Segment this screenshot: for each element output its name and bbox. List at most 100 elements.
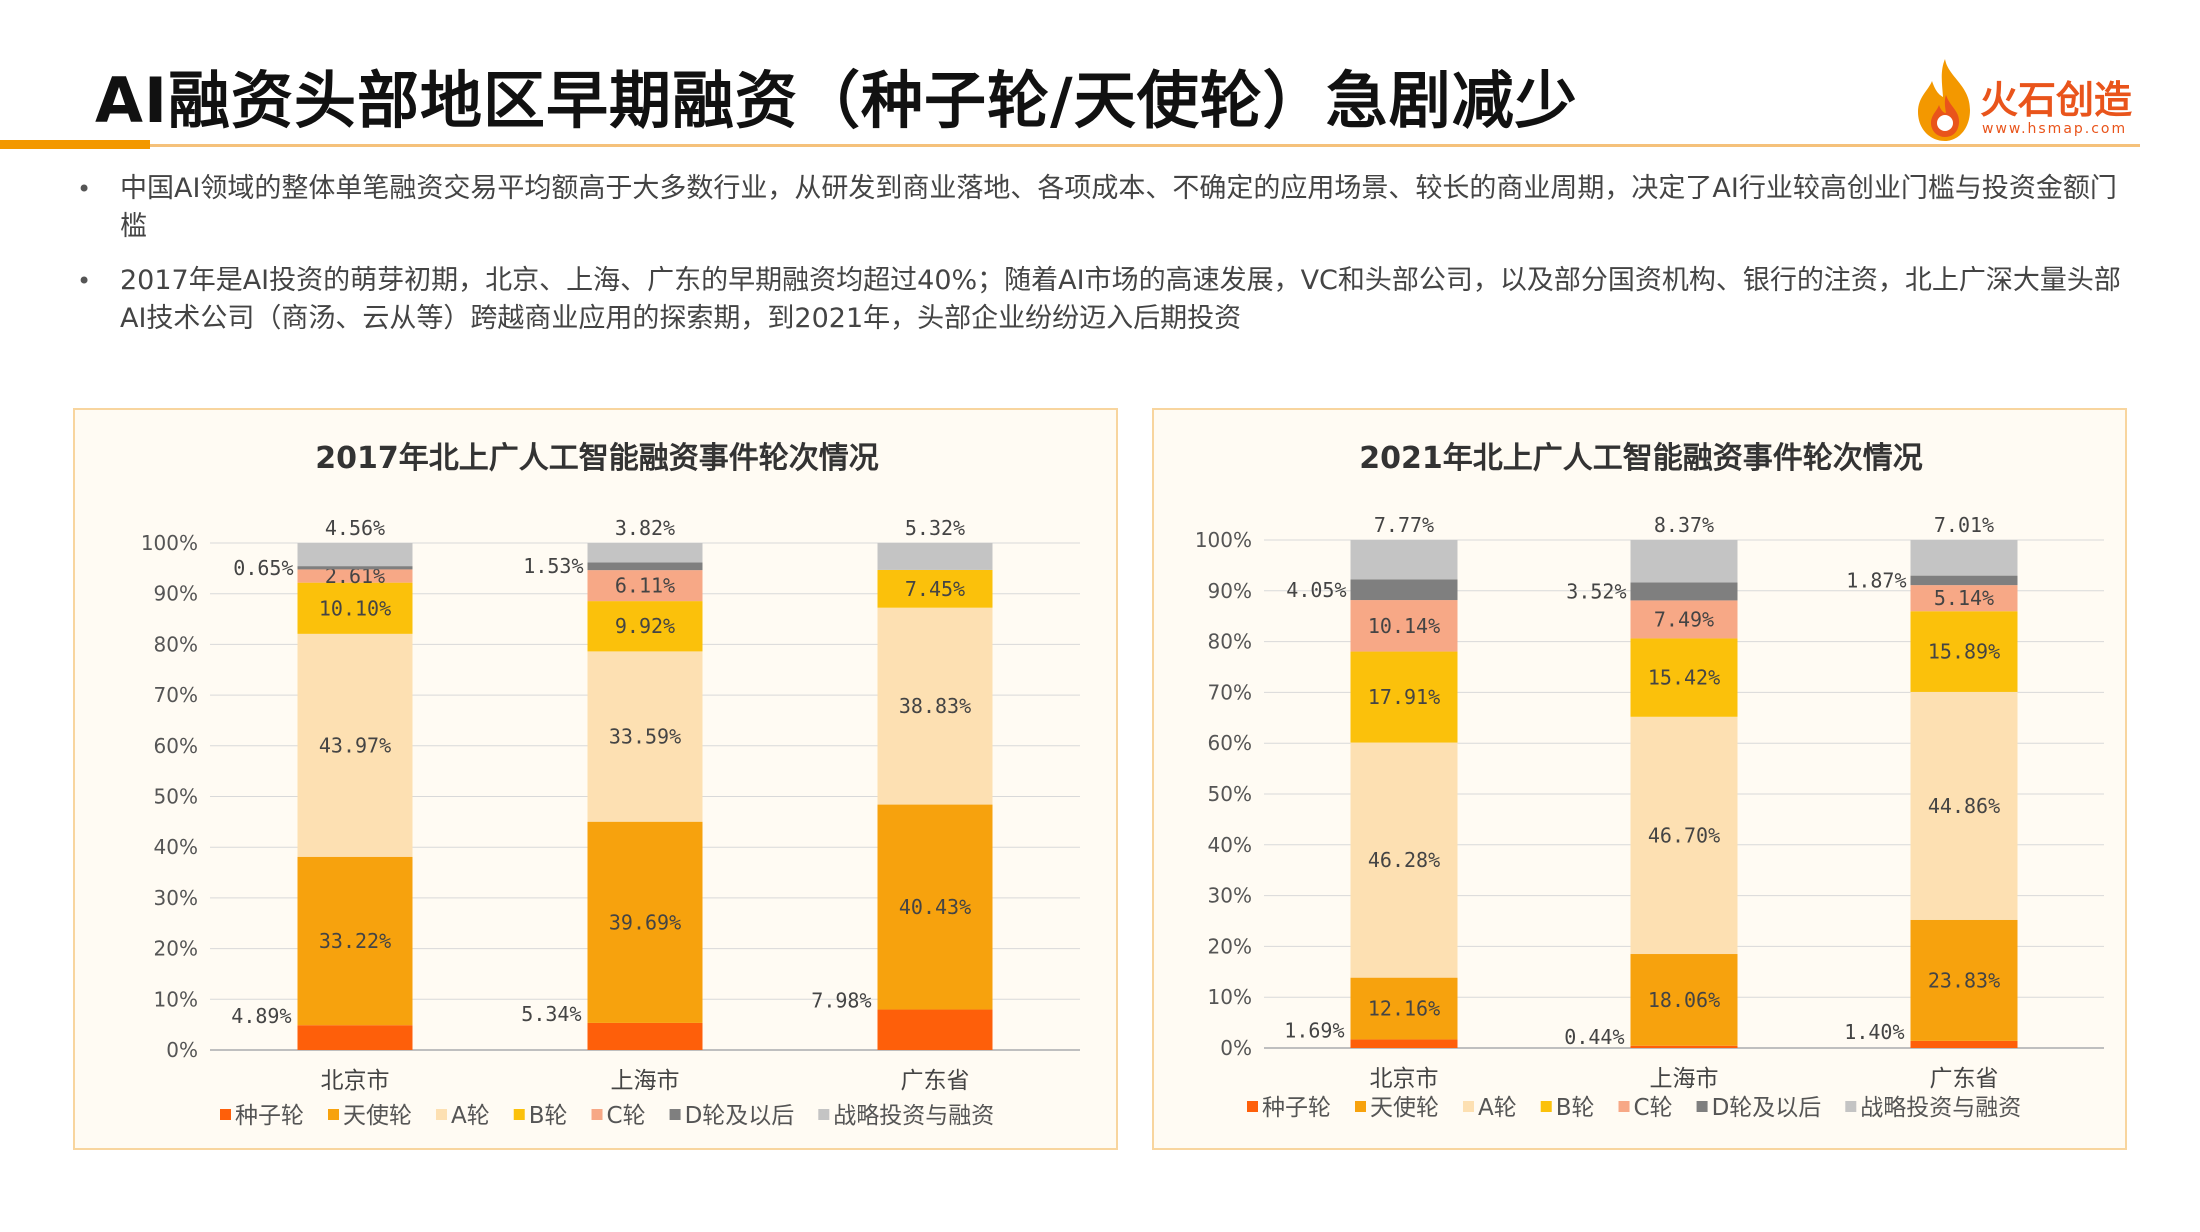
y-tick-label: 40% (154, 835, 198, 859)
x-category-label: 北京市 (321, 1068, 390, 1094)
bar-segment (297, 582, 413, 634)
y-tick-label: 40% (1208, 833, 1252, 857)
bar-segment (1630, 638, 1738, 717)
data-label: 6.11% (615, 574, 675, 598)
data-label: 15.42% (1648, 666, 1720, 690)
legend-label: C轮 (1634, 1095, 1673, 1121)
bar-segment (587, 1022, 703, 1050)
bar-segment (297, 543, 413, 567)
y-tick-label: 10% (1208, 985, 1252, 1009)
data-label: 9.92% (615, 614, 675, 638)
bar-segment (587, 570, 703, 602)
x-category-label: 上海市 (1650, 1066, 1719, 1092)
title-accent-bar (0, 140, 150, 149)
bar-segment (1910, 575, 2018, 586)
bar-segment (1350, 600, 1458, 652)
data-label: 0.44% (1564, 1025, 1624, 1049)
legend-swatch (1618, 1101, 1630, 1112)
legend-swatch (818, 1109, 830, 1120)
legend-label: 种子轮 (235, 1103, 304, 1129)
y-tick-label: 0% (166, 1038, 198, 1062)
legend-label: 天使轮 (1370, 1095, 1439, 1121)
legend-label: B轮 (529, 1103, 568, 1129)
data-label: 33.59% (609, 725, 681, 749)
y-tick-label: 70% (1208, 680, 1252, 704)
bullet-text: 中国AI领域的整体单笔融资交易平均额高于大多数行业，从研发到商业落地、各项成本、… (120, 173, 2117, 242)
legend-label: 天使轮 (343, 1103, 412, 1129)
data-label: 15.89% (1928, 640, 2000, 664)
bar-segment (1630, 954, 1738, 1046)
logo-url: www.hsmap.com (1982, 121, 2128, 137)
bar-segment (1910, 611, 2018, 692)
y-tick-label: 100% (1195, 528, 1252, 552)
title-divider (150, 144, 2140, 147)
y-tick-label: 60% (154, 734, 198, 758)
bar-segment (297, 1025, 413, 1050)
x-category-label: 广东省 (901, 1068, 970, 1094)
bullet-dot: • (77, 267, 92, 295)
legend-label: 种子轮 (1262, 1095, 1331, 1121)
legend-swatch (328, 1109, 339, 1120)
data-label: 5.32% (905, 516, 965, 540)
legend-swatch (1696, 1101, 1708, 1112)
y-tick-label: 60% (1208, 731, 1252, 755)
data-label: 3.82% (615, 516, 675, 540)
bar-segment (877, 804, 993, 1010)
legend-label: B轮 (1556, 1095, 1595, 1121)
bar-segment (1350, 651, 1458, 743)
bar-segment (1630, 540, 1738, 583)
legend-label: 战略投资与融资 (1860, 1095, 2021, 1121)
data-label: 39.69% (609, 910, 681, 934)
x-category-label: 上海市 (611, 1068, 680, 1094)
data-label: 7.49% (1654, 607, 1714, 631)
data-label: 7.77% (1374, 513, 1434, 537)
bar-segment (1350, 1039, 1458, 1048)
x-category-label: 北京市 (1370, 1066, 1439, 1092)
legend-label: D轮及以后 (1712, 1095, 1822, 1121)
chart-title: 2017年北上广人工智能融资事件轮次情况 (315, 441, 879, 476)
data-label: 1.53% (523, 554, 583, 578)
data-label: 40.43% (899, 895, 971, 919)
bar-segment (1630, 582, 1738, 601)
data-label: 23.83% (1928, 968, 2000, 992)
y-tick-label: 100% (141, 531, 198, 555)
y-tick-label: 20% (154, 937, 198, 961)
data-label: 43.97% (319, 733, 391, 757)
bar-segment (1630, 600, 1738, 639)
y-tick-label: 0% (1220, 1036, 1252, 1060)
bar-segment (587, 821, 703, 1023)
bullet-item: • 中国AI领域的整体单笔融资交易平均额高于大多数行业，从研发到商业落地、各项成… (75, 170, 2135, 246)
legend-swatch (1355, 1101, 1366, 1112)
data-label: 4.89% (231, 1004, 291, 1028)
bar-segment (297, 856, 413, 1026)
bullet-list: • 中国AI领域的整体单笔融资交易平均额高于大多数行业，从研发到商业落地、各项成… (75, 170, 2135, 354)
bar-segment (297, 633, 413, 857)
bar-segment (1630, 1045, 1738, 1048)
bar-segment (1630, 716, 1738, 955)
data-label: 1.87% (1846, 568, 1906, 592)
bar-segment (1910, 585, 2018, 612)
logo-name: 火石创造 (1980, 78, 2133, 122)
legend-swatch (1463, 1101, 1474, 1112)
data-label: 3.52% (1566, 579, 1626, 603)
chart-panel-2021: 2021年北上广人工智能融资事件轮次情况 0% 10% 20% 30% 40% 50% 60%… (1152, 408, 2127, 1150)
legend-swatch (513, 1109, 525, 1120)
bullet-dot: • (77, 175, 92, 203)
data-label: 5.14% (1934, 586, 1994, 610)
legend-label: A轮 (1478, 1095, 1517, 1121)
data-label: 4.05% (1286, 578, 1346, 602)
bar-segment (1910, 1040, 2018, 1048)
data-label: 12.16% (1368, 997, 1440, 1021)
data-label: 1.69% (1284, 1018, 1344, 1042)
data-label: 0.65% (233, 556, 293, 580)
bar-segment (1350, 977, 1458, 1040)
bar-segment (297, 566, 413, 570)
y-tick-label: 90% (154, 582, 198, 606)
legend-label: D轮及以后 (685, 1103, 795, 1129)
y-tick-label: 80% (1208, 630, 1252, 654)
data-label: 5.34% (521, 1002, 581, 1026)
legend-swatch (1247, 1101, 1258, 1112)
bar-segment (587, 651, 703, 822)
data-label: 7.98% (811, 989, 871, 1013)
y-tick-label: 70% (154, 683, 198, 707)
